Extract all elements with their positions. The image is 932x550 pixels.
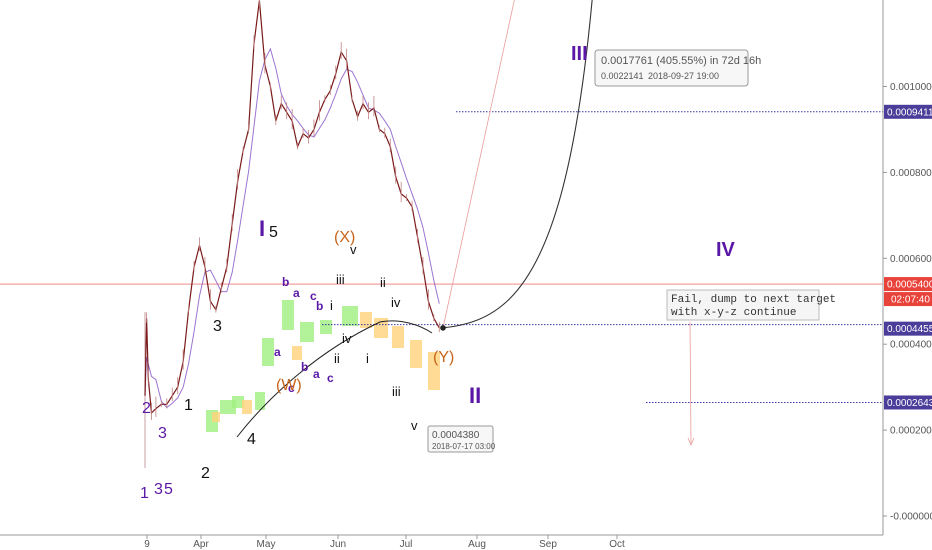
- cloud-patch-green: [282, 300, 294, 330]
- wave-iii-projection-curve: [442, 0, 593, 329]
- wave-label-W: (W): [276, 377, 302, 394]
- low-box-date: 2018-07-17 03:00: [432, 442, 496, 451]
- countdown-bg: [884, 292, 932, 307]
- cloud-patch-green: [255, 392, 265, 410]
- wave-label-c-2: c: [327, 371, 334, 385]
- price-axis-tick-label: 0.0002000: [890, 426, 932, 437]
- wave-label-III: III: [571, 43, 588, 65]
- time-axis-tick-label: Oct: [609, 539, 625, 550]
- cloud-patch-green: [232, 396, 244, 408]
- wave-label-c-3: c: [288, 381, 295, 395]
- cloud-patch-orange: [292, 346, 302, 360]
- wave-label-X: (X): [334, 229, 355, 246]
- cloud-patch-orange: [242, 400, 252, 414]
- cloud-patch-green: [300, 322, 314, 342]
- wave-label-2-purple: 2: [142, 400, 151, 417]
- cloud-patch-orange: [392, 326, 404, 348]
- wave-label-b-2: b: [301, 360, 308, 374]
- wave-projection: [440, 0, 695, 447]
- wave-label-iv-1: iv: [342, 331, 352, 346]
- time-axis-tick-label: Jul: [400, 539, 413, 550]
- price-tag-0002643: 0.0002643: [887, 398, 932, 409]
- dump-target-arrow: [689, 321, 692, 444]
- note-line1: Fail, dump to next target: [671, 294, 836, 306]
- wave-label-IV: IV: [716, 239, 736, 261]
- wave-label-3-black: 3: [213, 318, 222, 335]
- wave-ii-low-point: [440, 325, 446, 331]
- price-series: [144, 0, 440, 420]
- note-box[interactable]: Fail, dump to next target with x-y-z con…: [666, 289, 836, 321]
- measure-box-line1: 0.0017761 (405.55%) in 72d 16h: [601, 55, 761, 67]
- cloud-patch-orange: [428, 352, 440, 390]
- wave-label-1-black: 1: [184, 397, 193, 414]
- wave-label-i-1: i: [330, 298, 333, 313]
- price-tag-0009411: 0.0009411: [887, 107, 932, 118]
- cloud-patch-green: [342, 306, 358, 326]
- time-axis-tick-label: Sep: [539, 539, 557, 550]
- wave-label-ii-1: ii: [334, 351, 340, 366]
- wave-label-II: II: [469, 383, 481, 408]
- price-axis-tick-label: -0.0000000: [890, 512, 932, 523]
- low-price-box[interactable]: 0.0004380 2018-07-17 03:00: [427, 425, 496, 453]
- wave-label-iii-1: iii: [336, 272, 345, 287]
- wave-label-b-1: b: [282, 275, 289, 289]
- cloud-patch-orange: [410, 340, 422, 368]
- wave-label-ii-2: ii: [380, 275, 386, 290]
- cloud-patch-orange: [360, 312, 372, 328]
- wave-label-v-1: v: [350, 242, 357, 257]
- wave-label-3-purple: 3: [154, 481, 163, 498]
- wave-label-iv-2: iv: [391, 295, 401, 310]
- countdown-label: 02:07:40: [891, 295, 930, 306]
- wave-label-a-1: a: [274, 345, 281, 359]
- measure-line: [442, 0, 515, 328]
- price-tag-0004455-bg: [884, 321, 932, 336]
- ichimoku-cloud: [206, 300, 440, 432]
- wave-label-Y: (Y): [433, 349, 454, 366]
- wave-label-5-purple: 5: [164, 481, 173, 498]
- time-axis-ticks: 9 Apr May Jun Jul Aug Sep Oct: [144, 535, 625, 550]
- wave-label-2-black: 2: [201, 465, 210, 482]
- measure-box[interactable]: 0.0017761 (405.55%) in 72d 16h 0.0022141…: [594, 49, 761, 87]
- price-tag-0002643-bg: [884, 395, 932, 410]
- measure-box-line2: 0.0022141: [601, 71, 644, 81]
- note-line2: with x-y-z continue: [671, 307, 796, 319]
- wave-label-i-2: i: [366, 351, 369, 366]
- long-moving-average: [236, 320, 433, 438]
- time-axis-tick-label: 9: [144, 539, 150, 550]
- cloud-patch-green: [320, 320, 332, 334]
- price-tag-0004455: 0.0004455: [887, 324, 932, 335]
- wave-label-5-black: 5: [269, 224, 278, 241]
- cloud-patch-green: [262, 338, 274, 366]
- low-box-price: 0.0004380: [432, 430, 480, 441]
- dump-target-arrowhead: [687, 437, 695, 447]
- wave-label-b-3: b: [316, 299, 323, 313]
- wave-label-4-black: 4: [247, 431, 256, 448]
- price-tag-0009411-bg: [884, 104, 932, 119]
- price-tag-current: 0.0005400: [887, 280, 932, 291]
- wave-label-I: I: [259, 216, 265, 241]
- cloud-patch-orange: [212, 412, 220, 422]
- wave-label-a-2: a: [293, 286, 300, 300]
- time-axis-tick-label: Apr: [193, 539, 209, 550]
- wave-label-c-1: c: [310, 289, 317, 303]
- wave-label-v-2: v: [411, 418, 418, 433]
- wave-label-a-3: a: [313, 367, 320, 381]
- price-tag-current-bg: [884, 277, 932, 292]
- time-axis-tick-label: Aug: [468, 539, 486, 550]
- wave-label-1-purple: 1: [140, 485, 149, 502]
- wave-label-4-purple: 3: [158, 425, 167, 442]
- target-guide-lines: [0, 111, 883, 468]
- time-axis-tick-label: May: [257, 539, 276, 550]
- time-axis-tick-label: Jun: [330, 539, 346, 550]
- price-tags: 0.00221370.00094110.000540002:07:400.000…: [884, 104, 932, 410]
- wave-label-iii-2: iii: [392, 384, 401, 399]
- measure-box-line3: 2018-09-27 19:00: [648, 71, 719, 81]
